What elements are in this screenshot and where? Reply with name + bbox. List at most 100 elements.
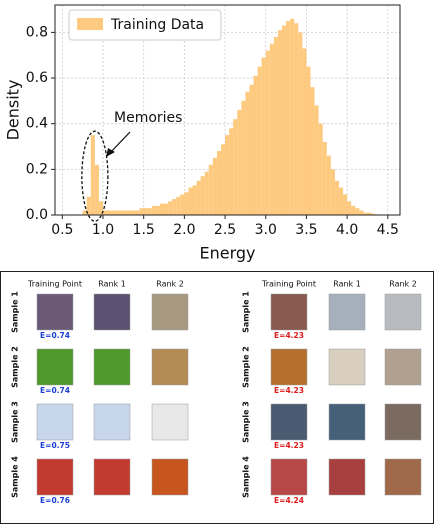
histogram-bar: [306, 67, 310, 215]
row-label: Sample 4: [242, 456, 251, 498]
histogram-bar: [205, 172, 209, 215]
sample-image: [152, 294, 188, 330]
sample-image: [37, 349, 73, 385]
sample-image: [37, 404, 73, 440]
histogram-bar: [172, 199, 176, 215]
row-label: Sample 4: [11, 456, 20, 498]
histogram-bar: [176, 197, 180, 215]
x-tick-label: 2.0: [173, 222, 195, 238]
histogram-bar: [319, 124, 323, 215]
column-header: Rank 2: [156, 280, 184, 289]
x-tick-label: 1.0: [92, 222, 114, 238]
histogram-bar: [229, 128, 233, 215]
sample-image: [329, 294, 365, 330]
histogram-bar: [254, 76, 258, 215]
histogram-bar: [160, 204, 164, 215]
energy-label: E=4.24: [274, 496, 304, 505]
histogram-bar: [164, 204, 168, 215]
histogram-bar: [245, 92, 249, 215]
histogram-bar: [347, 201, 351, 215]
histogram-bar: [107, 210, 111, 215]
histogram-bar: [327, 156, 331, 215]
histogram-bar: [310, 87, 314, 215]
figure: 0.51.01.52.02.53.03.54.04.50.00.20.40.60…: [0, 0, 434, 524]
column-header: Training Point: [261, 280, 316, 289]
sample-image: [94, 459, 130, 495]
x-tick-label: 4.0: [336, 222, 358, 238]
histogram-bar: [351, 206, 355, 215]
histogram-bar: [302, 48, 306, 215]
histogram-bar: [217, 151, 221, 215]
row-label: Sample 1: [242, 291, 251, 333]
sample-image: [385, 404, 421, 440]
histogram-bar: [123, 210, 127, 215]
sample-image: [152, 349, 188, 385]
histogram-bar: [140, 208, 144, 215]
row-label: Sample 1: [11, 291, 20, 333]
histogram-bar: [180, 194, 184, 215]
sample-image: [271, 404, 307, 440]
sample-image: [94, 294, 130, 330]
histogram-bar: [286, 21, 290, 215]
sample-image: [385, 459, 421, 495]
histogram-bar: [188, 188, 192, 215]
energy-label: E=4.23: [274, 331, 304, 340]
histogram-bar: [237, 110, 241, 215]
sample-image: [152, 459, 188, 495]
histogram-bar: [315, 105, 319, 215]
histogram-bar: [249, 85, 253, 215]
x-tick-label: 2.5: [214, 222, 236, 238]
histogram-bar: [193, 185, 197, 215]
energy-label: E=0.74: [40, 331, 70, 340]
histogram-bar: [323, 142, 327, 215]
histogram-bar: [168, 201, 172, 215]
x-axis-label: Energy: [199, 244, 255, 263]
histogram-bar: [278, 30, 282, 215]
histogram-bar: [115, 210, 119, 215]
row-label: Sample 2: [11, 346, 20, 388]
histogram-bar: [209, 165, 213, 215]
x-tick-label: 3.0: [255, 222, 277, 238]
energy-label: E=0.74: [40, 386, 70, 395]
sample-image: [271, 294, 307, 330]
histogram-bar: [339, 188, 343, 215]
y-tick-label: 0.4: [26, 116, 48, 132]
legend: Training Data: [69, 10, 221, 40]
histogram-bar: [331, 169, 335, 215]
y-tick-label: 0.6: [26, 70, 48, 86]
column-header: Training Point: [27, 280, 82, 289]
sample-image: [37, 294, 73, 330]
histogram-bar: [225, 135, 229, 215]
x-tick-label: 4.5: [377, 222, 399, 238]
histogram-bar: [221, 144, 225, 215]
sample-image: [37, 459, 73, 495]
y-tick-label: 0.0: [26, 207, 48, 223]
histogram-bar: [136, 210, 140, 215]
histogram-bar: [201, 176, 205, 215]
column-header: Rank 1: [98, 280, 126, 289]
histogram-bar: [282, 26, 286, 215]
histogram-bar: [335, 181, 339, 215]
column-header: Rank 1: [333, 280, 361, 289]
legend-label: Training Data: [110, 17, 204, 33]
column-header: Rank 2: [389, 280, 417, 289]
sample-image: [329, 459, 365, 495]
histogram-bar: [290, 19, 294, 215]
row-label: Sample 3: [11, 401, 20, 443]
x-tick-label: 1.5: [133, 222, 155, 238]
page: 0.51.01.52.02.53.03.54.04.50.00.20.40.60…: [0, 0, 434, 528]
histogram-bar: [184, 192, 188, 215]
sample-image: [94, 404, 130, 440]
y-tick-label: 0.8: [26, 24, 48, 40]
histogram-bar: [111, 210, 115, 215]
histogram-bar: [95, 165, 99, 215]
x-tick-label: 0.5: [51, 222, 73, 238]
annotation: Memories: [114, 110, 182, 126]
histogram-bar: [270, 44, 274, 215]
histogram-bar: [127, 210, 131, 215]
histogram-bar: [298, 32, 302, 215]
energy-label: E=0.75: [40, 441, 70, 450]
energy-label: E=4.23: [274, 386, 304, 395]
energy-label: E=4.23: [274, 441, 304, 450]
histogram-bar: [258, 67, 262, 215]
